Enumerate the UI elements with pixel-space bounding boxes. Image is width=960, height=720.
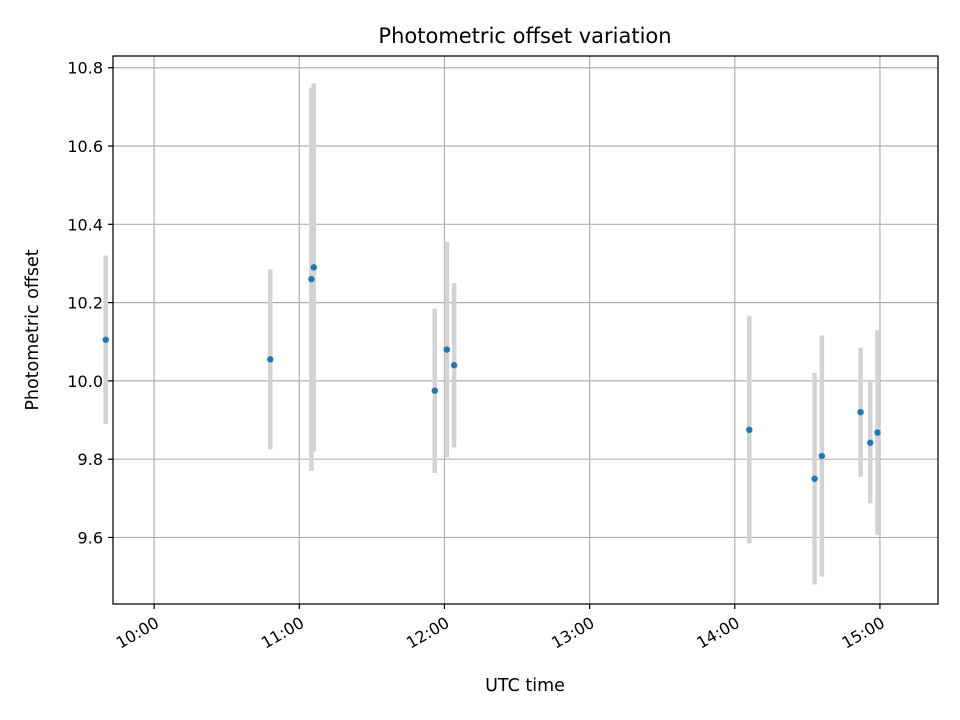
data-point bbox=[310, 264, 318, 271]
y-axis-title: Photometric offset bbox=[23, 249, 43, 410]
chart-title: Photometric offset variation bbox=[378, 24, 671, 48]
data-point bbox=[746, 426, 753, 434]
data-point bbox=[818, 452, 826, 460]
plot-frame bbox=[112, 55, 939, 605]
data-point bbox=[102, 336, 109, 343]
data-point bbox=[308, 275, 315, 283]
data-point bbox=[431, 387, 438, 394]
y-tick-label: 9.6 bbox=[78, 528, 103, 547]
y-tick-label: 9.8 bbox=[78, 450, 103, 469]
y-tick-label: 10.0 bbox=[67, 372, 103, 391]
data-point bbox=[811, 475, 818, 482]
x-axis-title: UTC time bbox=[485, 676, 565, 696]
data-point bbox=[867, 439, 874, 446]
y-tick-label: 10.6 bbox=[67, 137, 103, 156]
y-tick-label: 10.2 bbox=[67, 294, 103, 313]
data-point bbox=[267, 356, 274, 363]
grid bbox=[113, 56, 938, 604]
data-point bbox=[450, 362, 458, 369]
data-point bbox=[874, 429, 881, 436]
data-point bbox=[857, 409, 864, 416]
data-point bbox=[443, 346, 451, 353]
y-tick-label: 10.4 bbox=[67, 215, 103, 234]
data-points bbox=[102, 264, 881, 482]
y-tick-label: 10.8 bbox=[67, 59, 103, 78]
